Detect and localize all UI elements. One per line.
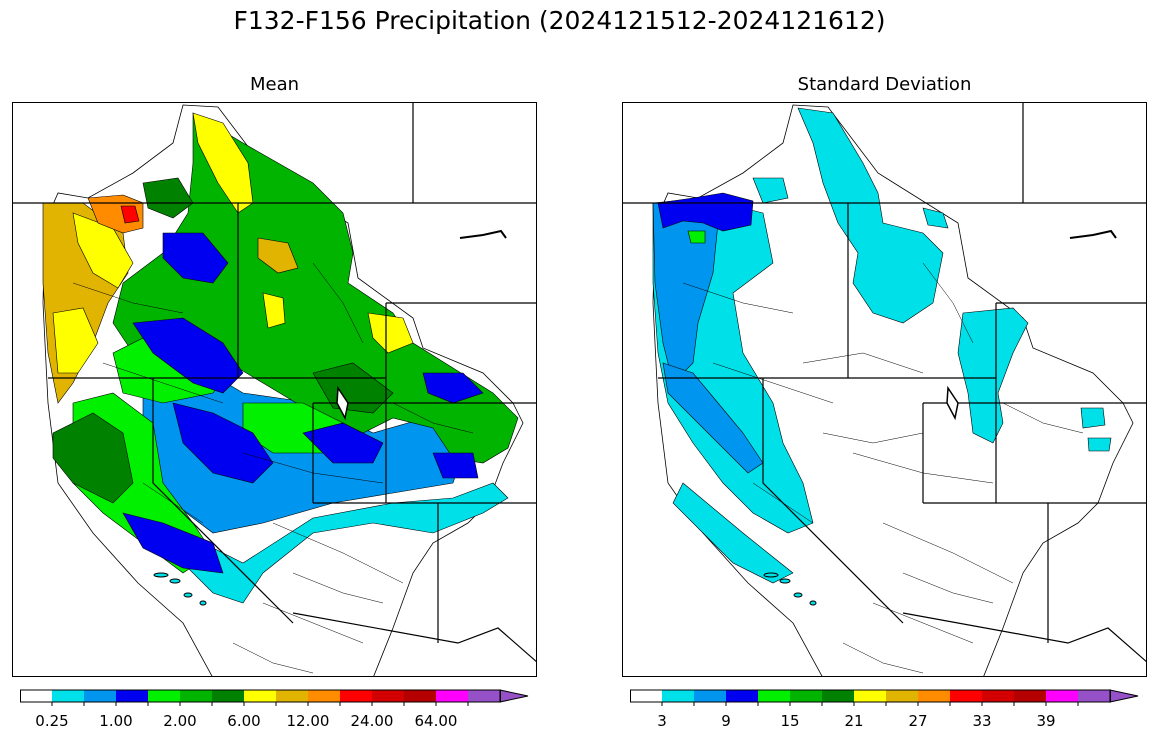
colorbar-swatch — [52, 690, 84, 702]
colorbar-tick-label: 2.00 — [163, 712, 197, 730]
mean-map — [12, 102, 537, 677]
colorbar-swatch — [20, 690, 52, 702]
colorbar-swatch — [148, 690, 180, 702]
colorbar-swatch — [340, 690, 372, 702]
colorbar-swatch — [116, 690, 148, 702]
mean-colorbar — [20, 689, 529, 706]
colorbar-tick-label: 0.25 — [35, 712, 69, 730]
colorbar-tick-label: 1.00 — [99, 712, 133, 730]
colorbar-swatch — [404, 690, 436, 702]
colorbar-swatch — [244, 690, 276, 702]
colorbar-tick-label: 6.00 — [227, 712, 261, 730]
colorbar-swatch — [1078, 690, 1110, 702]
colorbar-outline — [630, 689, 1111, 703]
figure-title: F132-F156 Precipitation (2024121512-2024… — [233, 6, 886, 35]
colorbar-swatch — [758, 690, 790, 702]
colorbar-swatch — [276, 690, 308, 702]
colorbar-swatch — [630, 690, 662, 702]
colorbar-tick-label: 3 — [657, 712, 667, 730]
colorbar-tick-label: 12.00 — [286, 712, 330, 730]
colorbar-tick-label: 39 — [1036, 712, 1056, 730]
colorbar-tick-label: 33 — [972, 712, 992, 730]
colorbar-swatch — [886, 690, 918, 702]
colorbar-swatch — [436, 690, 468, 702]
colorbar-swatch — [918, 690, 950, 702]
colorbar-tick-label: 9 — [721, 712, 731, 730]
colorbar-extend-arrow — [499, 689, 529, 703]
colorbar-swatch — [180, 690, 212, 702]
colorbar-swatch — [854, 690, 886, 702]
colorbar-swatch — [1046, 690, 1078, 702]
colorbar-swatch — [950, 690, 982, 702]
stddev-map — [622, 102, 1147, 677]
colorbar-swatch — [694, 690, 726, 702]
colorbar-swatch — [982, 690, 1014, 702]
panel-title-mean: Mean — [249, 74, 300, 95]
colorbar-swatch — [662, 690, 694, 702]
colorbar-swatch — [822, 690, 854, 702]
colorbar-swatch — [726, 690, 758, 702]
colorbar-swatch — [1014, 690, 1046, 702]
colorbar-tick-label: 27 — [908, 712, 928, 730]
colorbar-swatch — [790, 690, 822, 702]
colorbar-swatch — [372, 690, 404, 702]
colorbar-swatch — [84, 690, 116, 702]
panel-title-stddev: Standard Deviation — [797, 74, 972, 95]
colorbar-outline — [20, 689, 501, 703]
colorbar-swatch — [308, 690, 340, 702]
colorbar-tick-label: 15 — [780, 712, 800, 730]
colorbar-extend-arrow — [1109, 689, 1139, 703]
stddev-colorbar — [630, 689, 1139, 706]
colorbar-tick-label: 21 — [844, 712, 864, 730]
colorbar-swatch — [468, 690, 500, 702]
colorbar-tick-label: 24.00 — [350, 712, 394, 730]
colorbar-swatch — [212, 690, 244, 702]
colorbar-tick-label: 64.00 — [414, 712, 458, 730]
